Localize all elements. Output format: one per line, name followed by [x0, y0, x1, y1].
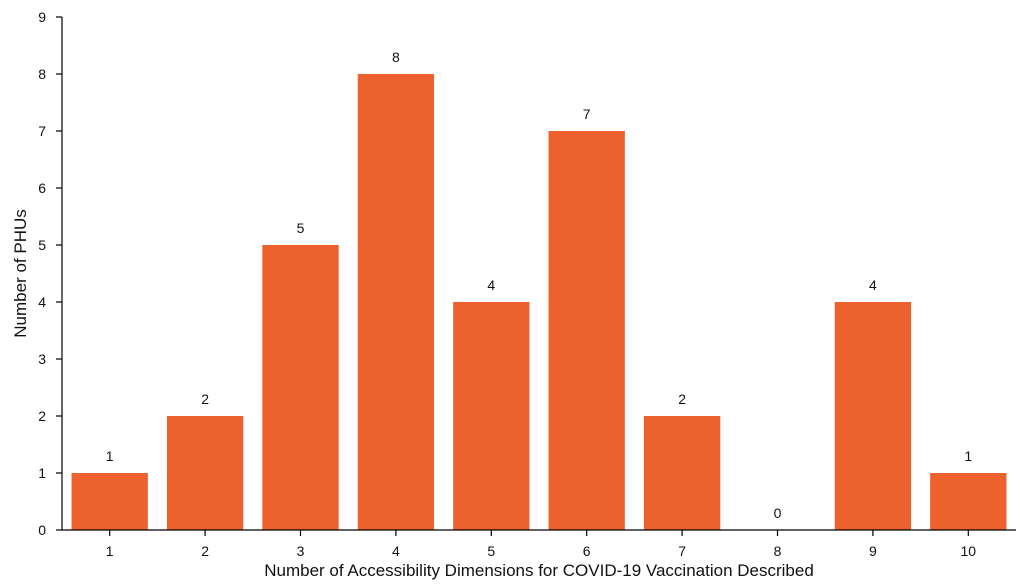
data-label-10: 1	[964, 448, 972, 464]
data-label-4: 8	[392, 49, 400, 65]
y-tick-label: 2	[38, 408, 46, 424]
y-axis-title: Number of PHUs	[11, 209, 30, 337]
y-tick-label: 6	[38, 180, 46, 196]
data-label-6: 7	[583, 106, 591, 122]
y-tick-label: 3	[38, 351, 46, 367]
y-tick-label: 7	[38, 123, 46, 139]
x-axis-title: Number of Accessibility Dimensions for C…	[264, 561, 814, 580]
y-tick-label: 4	[38, 294, 46, 310]
data-label-3: 5	[297, 220, 305, 236]
y-tick-label: 5	[38, 237, 46, 253]
bar-2	[166, 416, 244, 530]
bar-6	[548, 131, 625, 530]
data-label-8: 0	[774, 505, 782, 521]
data-label-1: 1	[106, 448, 114, 464]
bar-1	[71, 473, 148, 530]
x-tick-label-6: 6	[583, 543, 591, 559]
bar-10	[930, 473, 1007, 530]
y-tick-label: 9	[38, 9, 46, 25]
x-axis-ticks: 1 2 3 4 5 6 7 8 9 10	[106, 530, 976, 559]
x-tick-label-7: 7	[678, 543, 686, 559]
y-tick-label: 8	[38, 66, 46, 82]
bar-7	[643, 416, 721, 530]
x-tick-label-4: 4	[392, 543, 400, 559]
x-tick-label-5: 5	[487, 543, 495, 559]
bar-5	[453, 302, 530, 530]
data-label-5: 4	[487, 277, 495, 293]
data-label-2: 2	[201, 391, 209, 407]
data-labels-group: 1 2 5 8 4 7 2 0 4 1	[106, 49, 973, 521]
x-tick-label-3: 3	[297, 543, 305, 559]
y-tick-label: 0	[38, 522, 46, 538]
data-label-9: 4	[869, 277, 877, 293]
bar-4	[357, 74, 435, 530]
y-tick-label: 1	[38, 465, 46, 481]
bar-9	[834, 302, 912, 530]
x-tick-label-2: 2	[201, 543, 209, 559]
y-axis-ticks: 0 1 2 3 4 5 6 7 8 9	[38, 9, 62, 538]
bars-group	[71, 74, 1007, 530]
x-tick-label-10: 10	[961, 543, 977, 559]
data-label-7: 2	[678, 391, 686, 407]
x-tick-label-8: 8	[774, 543, 782, 559]
bar-3	[262, 245, 339, 530]
x-tick-label-9: 9	[869, 543, 877, 559]
x-tick-label-1: 1	[106, 543, 114, 559]
